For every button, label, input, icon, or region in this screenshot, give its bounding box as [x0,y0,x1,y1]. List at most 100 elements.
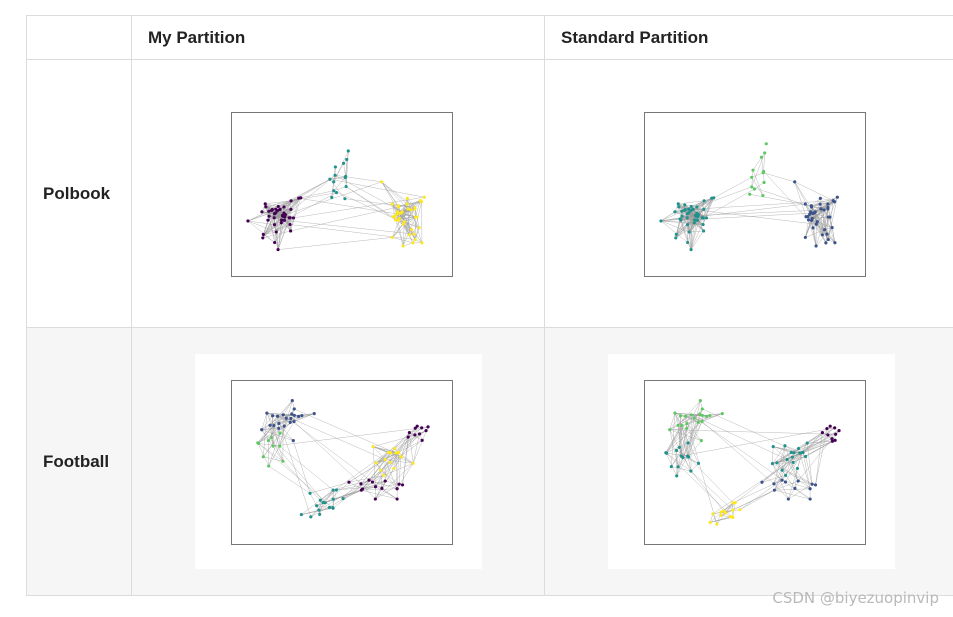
network-edge [808,219,817,247]
network-node [720,412,724,416]
network-edge [360,475,384,485]
network-node [380,180,384,184]
network-node [699,439,703,443]
network-edge [381,468,394,489]
network-node [400,210,404,214]
network-node [830,226,834,230]
network-node [702,229,706,233]
network-node [333,173,337,177]
polbook-standard-partition-network [644,112,866,277]
network-edge [257,442,284,462]
network-edge [268,446,280,467]
network-node [826,207,830,211]
network-edge [278,423,294,441]
network-edge [826,208,829,235]
network-node [677,445,681,449]
network-edge [794,181,811,213]
network-edge [397,200,421,213]
network-node [345,157,349,162]
network-node [271,444,275,448]
network-node [395,212,399,216]
network-edge [720,489,775,516]
network-edge [690,222,695,250]
network-edge [410,209,423,243]
network-edge [689,209,694,233]
network-node [373,497,377,501]
network-node [330,195,334,200]
network-edge [693,200,834,210]
network-edge [360,452,389,484]
network-node [822,208,826,212]
network-edge [316,505,330,508]
network-edge [687,421,703,457]
network-node [291,439,295,443]
network-node [274,211,278,215]
network-edge [381,181,400,214]
network-node [722,509,726,513]
network-node [371,445,375,449]
network-node [400,483,405,487]
network-edge [380,470,383,489]
network-node [282,205,286,209]
network-node [673,411,677,415]
network-edge [266,412,295,422]
network-node [674,448,679,453]
network-edge [271,425,275,438]
network-edge [319,502,324,515]
network-edge [754,182,765,190]
network-node [312,412,316,416]
network-edge [278,237,393,250]
network-node [701,222,705,227]
network-edge [773,452,792,484]
network-node [698,399,702,403]
network-edge [785,442,808,476]
network-edge [828,197,838,240]
network-edge [689,230,704,233]
network-node [413,207,417,211]
network-edge [348,452,396,483]
network-edge [811,198,821,206]
network-edge [276,197,301,233]
network-edge [372,446,389,453]
network-node [702,199,706,203]
network-node [780,478,784,482]
network-edge [682,422,699,458]
network-edge [301,508,334,515]
network-node [388,460,392,465]
network-node [711,512,715,516]
network-edge [381,181,409,210]
network-edge [268,400,293,441]
network-node [272,423,276,428]
network-node [669,465,673,469]
network-node [692,416,696,420]
network-edge [375,475,384,487]
network-node [288,420,292,424]
network-node [731,515,735,519]
network-edge [749,194,812,206]
network-edge [822,216,831,236]
network-edge [785,452,803,483]
network-node [281,214,285,218]
network-node [833,438,837,442]
network-node [700,413,704,417]
network-node [397,482,401,486]
network-edge [774,480,799,491]
network-node [406,435,410,439]
network-node [287,216,291,220]
network-node [417,432,422,436]
network-node [331,488,335,492]
network-node [424,429,428,433]
network-edge [794,488,811,500]
network-node [347,480,351,484]
network-node [420,438,424,442]
network-node [731,501,735,505]
network-edge [689,222,695,233]
network-node [680,423,684,428]
network-edge [266,412,280,424]
network-node [405,196,409,200]
network-node [814,244,818,248]
network-edge [788,452,803,500]
network-node [289,207,293,211]
network-edge [322,489,337,503]
network-node [679,414,683,418]
